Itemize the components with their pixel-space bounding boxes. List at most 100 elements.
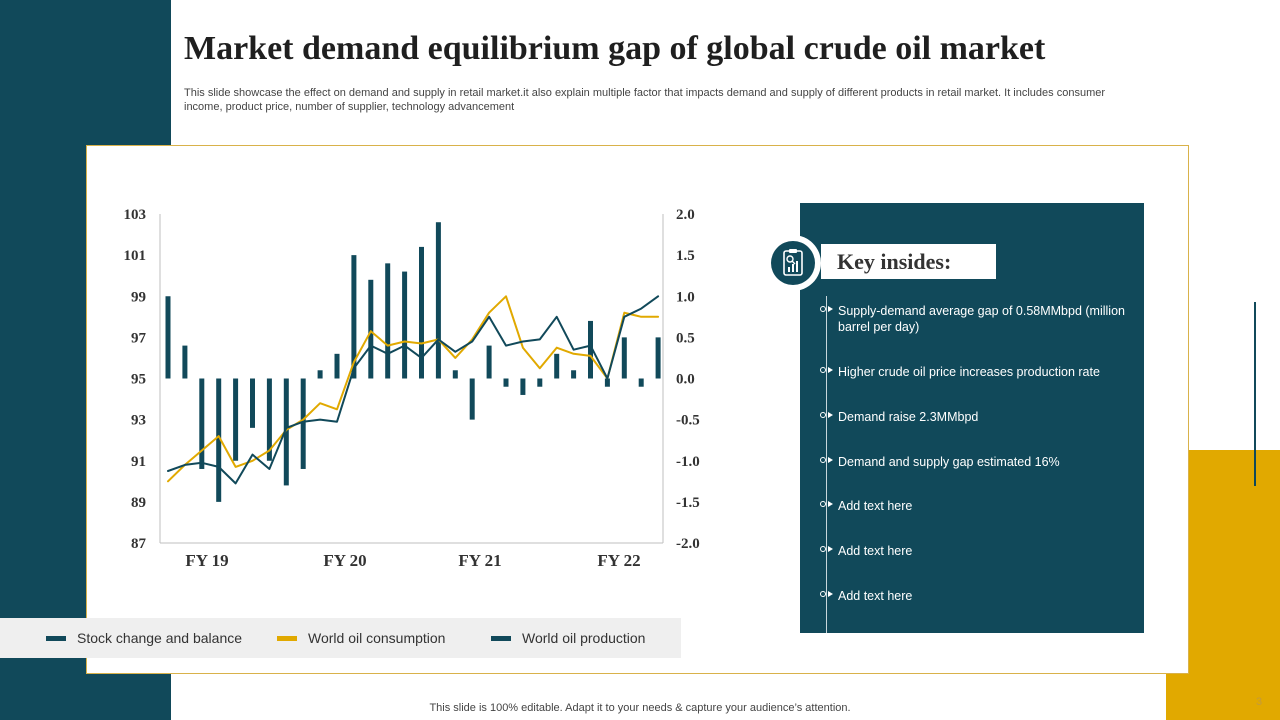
- bullet-arrow-icon: [818, 543, 838, 557]
- stock-change-bar: [435, 222, 441, 379]
- right-tick-label: 2.0: [676, 207, 695, 223]
- insight-text: Higher crude oil price increases product…: [838, 365, 1100, 379]
- left-tick-label: 87: [131, 536, 147, 552]
- x-tick-label: FY 22: [597, 551, 640, 570]
- insight-text: Add text here: [838, 589, 913, 603]
- stock-change-bar: [469, 378, 475, 420]
- stock-change-bar: [638, 378, 644, 387]
- chart-axes: [159, 214, 664, 544]
- left-tick-label: 91: [131, 454, 146, 470]
- stock-change-bar: [250, 378, 255, 428]
- slide-footer: This slide is 100% editable. Adapt it to…: [429, 702, 851, 714]
- decorative-vertical-line: [1254, 302, 1256, 486]
- insight-item: Higher crude oil price increases product…: [818, 364, 1128, 380]
- right-tick-label: 1.5: [676, 248, 695, 264]
- x-tick-label: FY 21: [458, 551, 501, 570]
- insight-text: Add text here: [838, 499, 913, 513]
- left-tick-label: 97: [131, 330, 147, 346]
- legend-item-production: World oil production: [491, 618, 645, 658]
- tick-labels: 103 101 99 97 95 93 91 89 87 2.0 1.5 1.0 0.5 0.0 -0.5 -…: [124, 207, 700, 570]
- insights-icon-badge: [765, 235, 821, 291]
- insights-title: Key insides:: [837, 249, 952, 274]
- stock-change-bar: [216, 378, 222, 502]
- stock-change-bar: [604, 378, 610, 387]
- left-tick-label: 101: [124, 248, 147, 264]
- insights-title-box: Key insides:: [821, 244, 996, 279]
- legend-swatch-stock: [46, 635, 66, 641]
- right-tick-label: -2.0: [676, 536, 700, 552]
- stock-change-bar: [165, 296, 171, 379]
- insight-item: Demand raise 2.3MMbpd: [818, 409, 1128, 425]
- right-tick-label: -1.0: [676, 454, 700, 470]
- stock-change-bar: [621, 337, 627, 379]
- bullet-arrow-icon: [818, 454, 838, 468]
- bullet-arrow-icon: [818, 588, 838, 602]
- stock-change-bar: [233, 378, 239, 461]
- bullet-arrow-icon: [818, 409, 838, 423]
- right-tick-label: -0.5: [676, 413, 700, 429]
- stock-change-bar: [300, 378, 306, 469]
- stock-change-bar: [655, 337, 661, 379]
- insight-item: Add text here: [818, 498, 1128, 514]
- stock-change-bar: [368, 279, 374, 379]
- bullet-arrow-icon: [818, 303, 838, 317]
- insight-item: Add text here: [818, 588, 1128, 604]
- legend-label-stock: Stock change and balance: [77, 630, 243, 646]
- consumption-line: [167, 295, 660, 483]
- page-number: 3: [1256, 696, 1263, 708]
- bullet-arrow-icon: [818, 498, 838, 512]
- left-tick-label: 93: [131, 413, 146, 429]
- stock-change-bar: [385, 263, 391, 379]
- stock-change-bar: [283, 378, 289, 486]
- left-tick-label: 89: [131, 495, 146, 511]
- legend-swatch-consumption: [277, 635, 297, 641]
- stock-change-bar: [402, 271, 408, 379]
- insights-timeline-line: [826, 296, 827, 633]
- stock-change-bar: [182, 345, 188, 379]
- left-tick-label: 103: [124, 207, 147, 223]
- insight-item: Demand and supply gap estimated 16%: [818, 454, 1128, 470]
- chart-analysis-icon: [783, 249, 803, 276]
- right-tick-label: 0.0: [676, 372, 695, 388]
- x-tick-label: FY 20: [323, 551, 366, 570]
- left-tick-label: 99: [131, 289, 146, 305]
- oil-lines: [167, 295, 660, 485]
- legend-label-consumption: World oil consumption: [308, 630, 446, 646]
- legend-label-production: World oil production: [522, 630, 646, 646]
- slide-subtitle: This slide showcase the effect on demand…: [184, 87, 1106, 113]
- insight-text: Supply-demand average gap of 0.58MMbpd (…: [838, 304, 1125, 334]
- x-tick-label: FY 19: [185, 551, 228, 570]
- insight-item: Supply-demand average gap of 0.58MMbpd (…: [818, 303, 1128, 335]
- stock-change-bar: [334, 353, 340, 379]
- right-tick-label: -1.5: [676, 495, 700, 511]
- legend-item-stock: Stock change and balance: [46, 618, 242, 658]
- stock-change-bar: [486, 345, 492, 379]
- slide-title: Market demand equilibrium gap of global …: [184, 30, 1046, 67]
- right-tick-label: 1.0: [676, 289, 695, 305]
- legend-swatch-production: [491, 635, 511, 641]
- stock-change-bar: [503, 378, 509, 387]
- stock-change-bar: [588, 320, 593, 379]
- stock-change-bar: [452, 370, 458, 379]
- stock-change-bar: [351, 255, 357, 379]
- stock-change-bar: [199, 378, 205, 469]
- legend-item-consumption: World oil consumption: [277, 618, 445, 658]
- left-tick-label: 95: [131, 372, 146, 388]
- insight-text: Add text here: [838, 544, 913, 558]
- stock-change-bar: [520, 378, 526, 395]
- insight-item: Add text here: [818, 543, 1128, 559]
- insight-text: Demand raise 2.3MMbpd: [838, 410, 979, 424]
- stock-change-bar: [419, 246, 424, 379]
- production-line: [167, 295, 660, 485]
- bullet-arrow-icon: [818, 364, 838, 378]
- right-tick-label: 0.5: [676, 330, 695, 346]
- stock-change-bar: [571, 370, 577, 379]
- stock-change-bar: [554, 353, 560, 379]
- stock-change-bars: [165, 222, 661, 502]
- chart-legend: Stock change and balance World oil consu…: [0, 618, 681, 658]
- insight-text: Demand and supply gap estimated 16%: [838, 455, 1060, 469]
- stock-change-bar: [266, 378, 272, 461]
- stock-change-bar: [317, 370, 323, 379]
- stock-change-bar: [537, 378, 543, 387]
